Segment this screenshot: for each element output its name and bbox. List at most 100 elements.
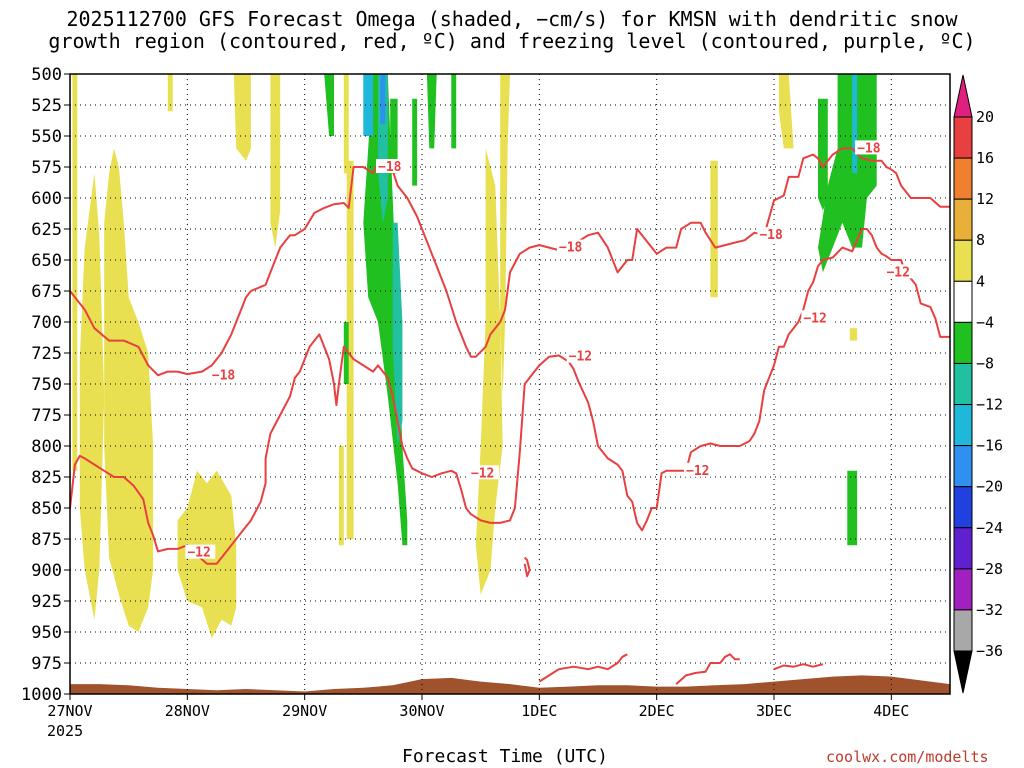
omega-region	[847, 470, 858, 546]
y-tick-label: 900	[31, 561, 62, 581]
y-tick-label: 875	[31, 530, 62, 550]
contour-label: −18	[559, 241, 583, 256]
contour-bottom-line	[675, 653, 740, 685]
colorbar-label: 16	[976, 149, 994, 167]
omega-region	[343, 322, 349, 384]
contour-label-bg	[884, 264, 915, 279]
y-tick-label: 625	[31, 220, 62, 240]
colorbar-label: −4	[976, 313, 994, 331]
contour-label-bg	[556, 239, 587, 254]
colorbar-segment	[953, 280, 973, 323]
omega-region	[104, 148, 154, 632]
contour-label: −12	[471, 466, 494, 481]
title-line-2: growth region (contoured, red, ºC) and f…	[48, 29, 976, 53]
omega-region	[849, 328, 858, 341]
contour-label-bg	[801, 310, 832, 325]
omega-region	[363, 74, 408, 546]
omega-region	[380, 74, 386, 124]
y-tick-label: 800	[31, 437, 62, 457]
contour-label-bg	[209, 367, 240, 382]
colorbar-label: 12	[976, 190, 994, 208]
contour-label-bg	[684, 462, 714, 477]
contour-minus18-line	[69, 147, 853, 377]
y-tick-label: 825	[31, 468, 62, 488]
colorbar-bottom-arrow	[953, 650, 973, 694]
contour-label: −12	[686, 464, 709, 479]
omega-region	[412, 98, 418, 186]
y-tick-label: 525	[31, 96, 62, 116]
x-tick-label: 28NOV	[165, 702, 210, 720]
y-tick-label: 650	[31, 251, 62, 271]
omega-region	[710, 160, 718, 298]
colorbar-label: −36	[976, 642, 1003, 660]
y-tick-label: 575	[31, 158, 62, 178]
colorbar-label: −20	[976, 478, 1003, 496]
colorbar-segment	[953, 609, 973, 652]
contour-label-bg	[376, 159, 406, 173]
colorbar-label: −32	[976, 601, 1003, 619]
omega-region	[451, 74, 457, 149]
colorbar-segment	[953, 198, 973, 241]
y-tick-label: 550	[31, 127, 62, 147]
y-tick-label: 850	[31, 499, 62, 519]
omega-region	[270, 74, 281, 248]
contour-label: −12	[886, 265, 909, 280]
x-tick-label: 29NOV	[282, 702, 327, 720]
colorbar-segment	[953, 445, 973, 488]
colorbar-segment	[953, 527, 973, 570]
y-tick-label: 725	[31, 344, 62, 364]
x-tick-label: 30NOV	[399, 702, 444, 720]
x-tick-label: 1DEC	[521, 702, 557, 720]
omega-region	[167, 74, 173, 112]
x-tick-label: 4DEC	[873, 702, 909, 720]
contour-label: −12	[569, 350, 592, 365]
contour-minus12-line	[69, 228, 950, 565]
colorbar-label: −8	[976, 354, 994, 372]
colorbar-label: 4	[976, 272, 985, 290]
colorbar-segment	[953, 116, 973, 159]
omega-region	[818, 98, 828, 211]
y-tick-label: 500	[31, 65, 62, 85]
omega-region	[346, 160, 354, 540]
surface-terrain	[70, 675, 950, 694]
y-tick-label: 975	[31, 654, 62, 674]
colorbar-segment	[953, 568, 973, 611]
credit-text: coolwx.com/modelts	[826, 748, 989, 766]
contour-label-bg	[757, 227, 788, 242]
x-tick-label: 2DEC	[639, 702, 675, 720]
colorbar-top-arrow	[953, 74, 973, 118]
omega-region	[324, 74, 334, 136]
y-tick-label: 750	[31, 375, 62, 395]
colorbar-label: 20	[976, 108, 994, 126]
colorbar-segment	[953, 157, 973, 200]
colorbar-segment	[953, 404, 973, 447]
contour-bottom-line	[538, 653, 628, 683]
chart-title: 2025112700 GFS Forecast Omega (shaded, −…	[0, 8, 1024, 52]
colorbar-label: −16	[976, 437, 1003, 455]
contour-label: −12	[187, 546, 210, 561]
colorbar-label: −28	[976, 560, 1003, 578]
omega-region	[778, 74, 794, 149]
contour-label: −18	[759, 228, 783, 243]
year-label: 2025	[47, 722, 84, 740]
omega-region	[426, 74, 437, 149]
y-tick-label: 925	[31, 592, 62, 612]
colorbar-segment	[953, 239, 973, 282]
omega-region	[392, 222, 403, 446]
colorbar-label: 8	[976, 231, 985, 249]
colorbar-label: −24	[976, 519, 1003, 537]
colorbar-segment	[953, 362, 973, 406]
contour-label-bg	[566, 348, 597, 363]
contour-minus12-small	[523, 556, 531, 578]
x-tick-label: 3DEC	[756, 702, 792, 720]
contour-label: −12	[803, 311, 826, 326]
y-tick-label: 675	[31, 282, 62, 302]
omega-region	[818, 74, 877, 273]
y-tick-label: 1000	[21, 685, 62, 705]
contour-label: −18	[378, 160, 402, 175]
title-line-1: 2025112700 GFS Forecast Omega (shaded, −…	[66, 7, 958, 31]
colorbar-label: −12	[976, 396, 1003, 414]
y-tick-label: 700	[31, 313, 62, 333]
omega-region	[338, 446, 344, 546]
